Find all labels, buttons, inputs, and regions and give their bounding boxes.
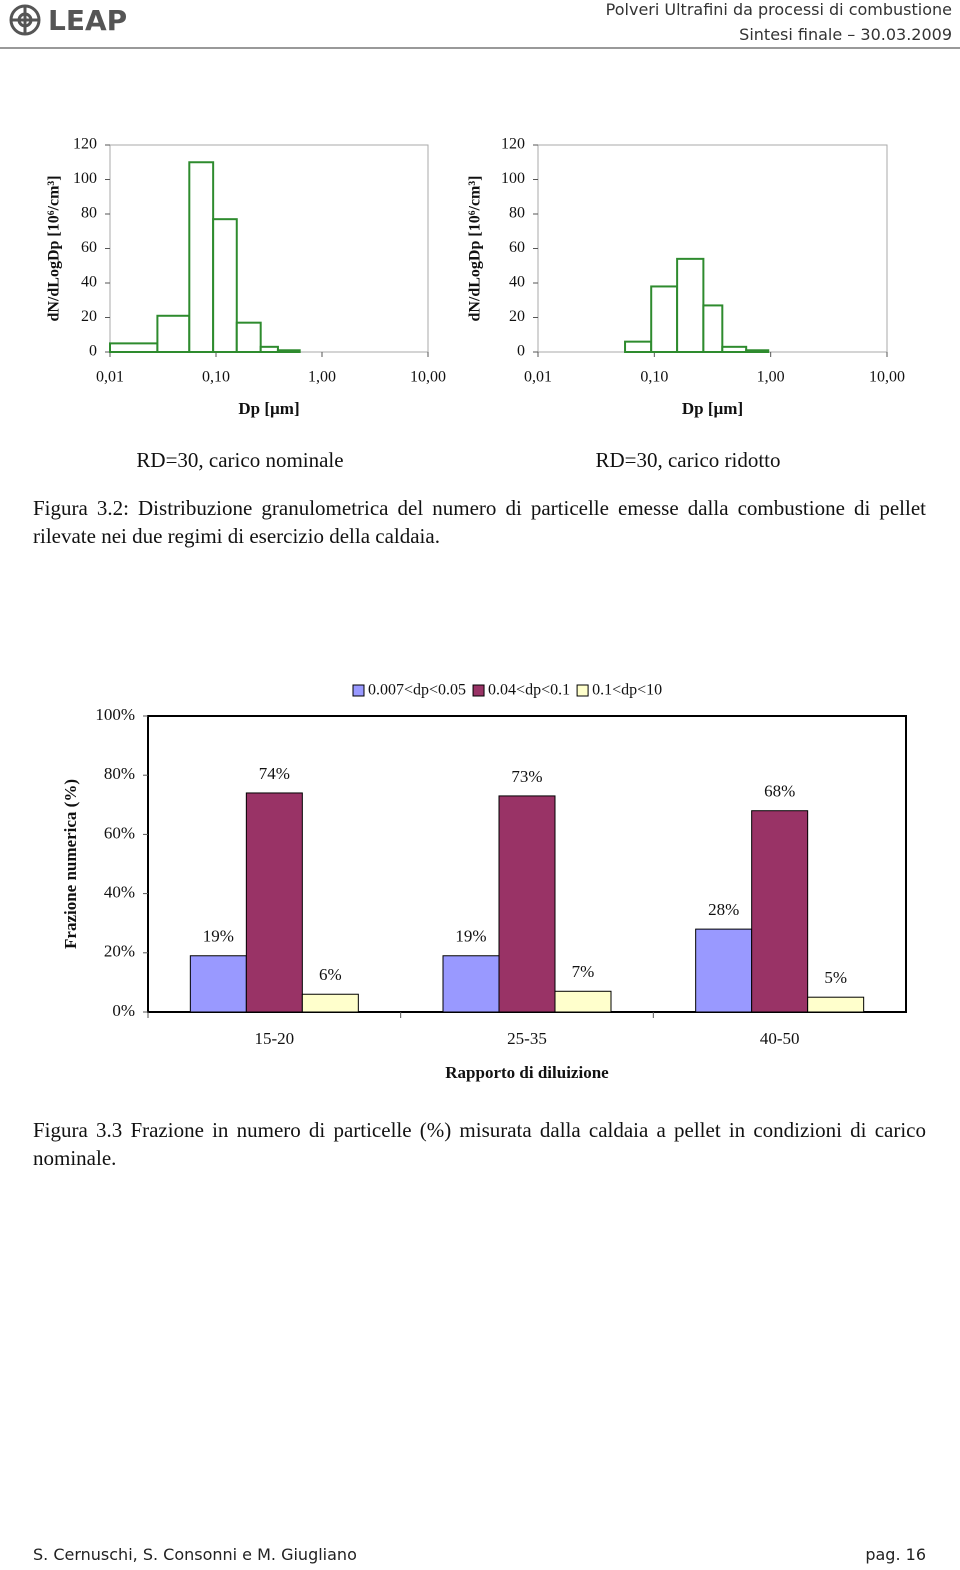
histogram-bar: [276, 349, 301, 353]
value-label: 74%: [259, 764, 290, 783]
bar: [695, 928, 753, 1013]
bar: [498, 795, 556, 1013]
y-tick-label: 20%: [104, 942, 135, 961]
x-tick-label: 1,00: [308, 369, 336, 386]
bar: [189, 955, 247, 1013]
legend-swatch: [576, 684, 589, 697]
histogram-bar: [109, 342, 159, 353]
value-label: 68%: [764, 782, 795, 801]
footer-page: pag. 16: [865, 1545, 926, 1564]
histogram-bar: [676, 257, 705, 354]
y-tick-label: 40: [509, 274, 525, 291]
footer-authors: S. Cernuschi, S. Consonni e M. Giugliano: [33, 1545, 357, 1564]
legend-label: 0.007<dp<0.05: [368, 682, 466, 699]
x-tick-label: 40-50: [760, 1029, 800, 1048]
value-label: 19%: [455, 927, 486, 946]
y-tick-label: 60%: [104, 823, 135, 842]
figure-caption: Figura 3.2: Distribuzione granulometrica…: [33, 496, 926, 548]
x-tick-label: 0,10: [202, 369, 230, 386]
x-tick-label: 0,01: [524, 369, 552, 386]
y-tick-label: 0%: [112, 1001, 135, 1020]
histogram-bar: [624, 340, 653, 353]
histogram-bar: [156, 314, 191, 353]
value-label: 19%: [203, 927, 234, 946]
figure-caption: Figura 3.3 Frazione in numero di partice…: [33, 1118, 926, 1170]
chart-caption: RD=30, carico nominale: [136, 448, 343, 472]
histogram-bar: [721, 345, 748, 354]
y-tick-label: 80%: [104, 764, 135, 783]
y-tick-label: 40: [81, 274, 97, 291]
value-label: 5%: [824, 968, 847, 987]
y-tick-label: 60: [81, 239, 97, 256]
y-tick-label: 80: [509, 205, 525, 222]
legend-label: 0.1<dp<10: [592, 682, 662, 699]
bar: [245, 792, 303, 1013]
y-tick-label: 0: [89, 343, 97, 360]
y-axis-label: dN/dLogDp [10⁶/cm³]: [46, 175, 63, 321]
x-axis-label: Dp [µm]: [682, 399, 743, 418]
value-label: 28%: [708, 900, 739, 919]
y-axis-label: dN/dLogDp [10⁶/cm³]: [467, 175, 484, 321]
bar: [301, 993, 359, 1013]
x-axis-label: Rapporto di diluizione: [445, 1063, 609, 1082]
y-tick-label: 100: [73, 170, 97, 187]
logo-text: LEAP: [48, 4, 127, 37]
x-tick-label: 0,01: [96, 369, 124, 386]
y-tick-label: 0: [517, 343, 525, 360]
histogram-bar: [235, 321, 262, 353]
legend-swatch: [472, 684, 485, 697]
legend-swatch: [352, 684, 365, 697]
chart-caption: RD=30, carico ridotto: [595, 448, 780, 472]
y-tick-label: 60: [509, 239, 525, 256]
y-tick-label: 80: [81, 205, 97, 222]
value-label: 73%: [511, 767, 542, 786]
bar: [554, 990, 612, 1013]
y-tick-label: 100: [501, 170, 525, 187]
x-axis-label: Dp [µm]: [238, 399, 299, 418]
y-tick-label: 100%: [95, 705, 135, 724]
x-tick-label: 10,00: [869, 369, 905, 386]
histogram-bar: [650, 285, 679, 354]
x-tick-label: 15-20: [254, 1029, 294, 1048]
logo-icon: [9, 4, 41, 36]
y-tick-label: 120: [73, 136, 97, 153]
x-tick-label: 10,00: [410, 369, 446, 386]
x-tick-label: 0,10: [640, 369, 668, 386]
bar: [751, 810, 809, 1013]
header-title: Polveri Ultrafini da processi di combust…: [605, 0, 952, 19]
y-axis-label: Frazione numerica (%): [61, 779, 80, 949]
value-label: 6%: [319, 965, 342, 984]
y-tick-label: 20: [81, 308, 97, 325]
histogram-bar: [702, 304, 724, 353]
bar: [442, 955, 500, 1013]
histogram-bar: [259, 345, 279, 354]
header-date: Sintesi finale – 30.03.2009: [739, 25, 952, 44]
x-tick-label: 1,00: [757, 369, 785, 386]
histogram-bar: [745, 349, 770, 353]
histogram-bar: [188, 161, 215, 353]
histogram-bar: [212, 218, 238, 353]
x-tick-label: 25-35: [507, 1029, 547, 1048]
value-label: 7%: [572, 962, 595, 981]
y-tick-label: 20: [509, 308, 525, 325]
legend-label: 0.04<dp<0.1: [488, 682, 570, 699]
y-tick-label: 120: [501, 136, 525, 153]
bar: [807, 996, 865, 1013]
y-tick-label: 40%: [104, 883, 135, 902]
